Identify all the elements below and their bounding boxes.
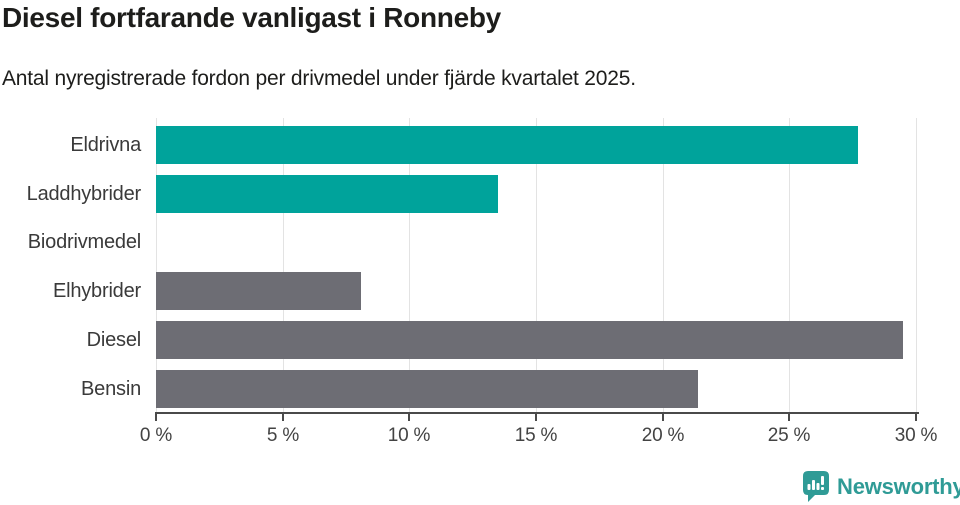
category-label: Elhybrider <box>52 280 141 302</box>
x-axis-tick-label: 10 % <box>387 425 431 446</box>
x-axis-tick <box>155 414 157 421</box>
category-label: Biodrivmedel <box>27 231 141 253</box>
x-axis-tick <box>408 414 410 421</box>
bar-laddhybrider <box>156 175 498 213</box>
x-axis-tick-label: 25 % <box>767 425 811 446</box>
chart-subtitle: Antal nyregistrerade fordon per drivmede… <box>2 67 636 90</box>
gridline <box>536 118 537 413</box>
x-axis-tick <box>282 414 284 421</box>
x-axis-tick <box>788 414 790 421</box>
x-axis-tick-label: 15 % <box>514 425 558 446</box>
bar-diesel <box>156 321 903 359</box>
x-axis-tick-label: 0 % <box>139 425 173 446</box>
bar-eldrivna <box>156 126 858 164</box>
gridline <box>789 118 790 413</box>
gridline <box>663 118 664 413</box>
x-axis-line <box>155 412 919 414</box>
gridline <box>156 118 157 413</box>
category-label: Laddhybrider <box>26 183 142 205</box>
category-label: Eldrivna <box>70 134 141 156</box>
newsworthy-logo: Newsworthy <box>803 471 960 502</box>
x-axis-tick <box>915 414 917 421</box>
category-label: Bensin <box>81 378 141 400</box>
x-axis-tick-label: 30 % <box>894 425 938 446</box>
bar-bensin <box>156 370 698 408</box>
x-axis-tick-label: 20 % <box>641 425 685 446</box>
gridline <box>283 118 284 413</box>
gridline <box>409 118 410 413</box>
newsworthy-wordmark: Newsworthy <box>837 473 960 499</box>
x-axis-tick <box>535 414 537 421</box>
chart-title: Diesel fortfarande vanligast i Ronneby <box>2 2 501 33</box>
category-label: Diesel <box>86 329 142 351</box>
x-axis-tick-label: 5 % <box>266 425 300 446</box>
bar-elhybrider <box>156 272 361 310</box>
x-axis-tick <box>662 414 664 421</box>
gridline <box>916 118 917 413</box>
newsworthy-chart-bubble-icon <box>803 471 829 502</box>
